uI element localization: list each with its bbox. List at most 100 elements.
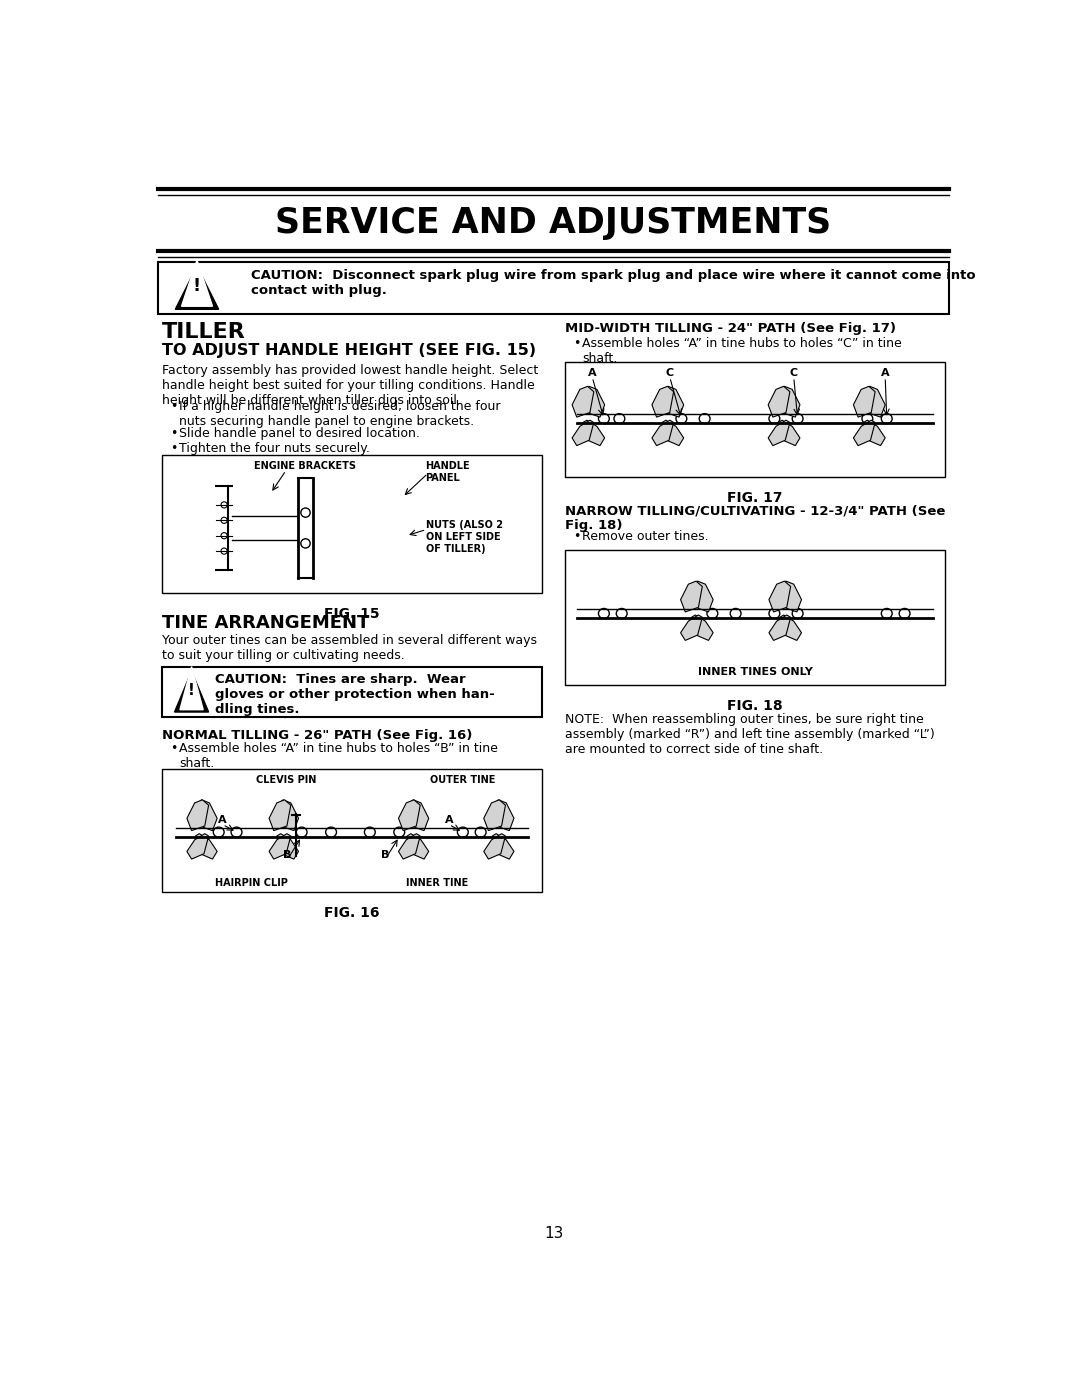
- Text: INNER TINE: INNER TINE: [406, 879, 469, 888]
- Ellipse shape: [793, 609, 804, 619]
- Circle shape: [221, 548, 227, 555]
- Polygon shape: [269, 800, 291, 831]
- Polygon shape: [780, 615, 801, 640]
- Circle shape: [221, 502, 227, 509]
- Polygon shape: [180, 666, 203, 710]
- Polygon shape: [492, 834, 514, 859]
- Ellipse shape: [296, 827, 307, 837]
- Polygon shape: [407, 834, 429, 859]
- Text: A: A: [445, 816, 454, 826]
- Ellipse shape: [707, 609, 718, 619]
- Text: Assemble holes “A” in tine hubs to holes “B” in tine
shaft.: Assemble holes “A” in tine hubs to holes…: [179, 742, 498, 770]
- Bar: [162, 455, 542, 594]
- Text: FIG. 16: FIG. 16: [324, 907, 380, 921]
- Text: A: A: [588, 367, 596, 377]
- Polygon shape: [662, 420, 684, 446]
- Text: HANDLE
PANEL: HANDLE PANEL: [426, 461, 470, 482]
- Circle shape: [301, 539, 310, 548]
- Ellipse shape: [793, 414, 804, 423]
- Text: •: •: [572, 337, 580, 351]
- Polygon shape: [779, 387, 800, 418]
- Ellipse shape: [213, 827, 225, 837]
- Ellipse shape: [699, 414, 710, 423]
- Circle shape: [221, 532, 227, 539]
- Polygon shape: [779, 420, 800, 446]
- Text: CAUTION:  Tines are sharp.  Wear
gloves or other protection when han-
dling tine: CAUTION: Tines are sharp. Wear gloves or…: [215, 673, 495, 715]
- Text: !: !: [188, 683, 195, 697]
- Polygon shape: [175, 671, 208, 712]
- Text: NORMAL TILLING - 26" PATH (See Fig. 16): NORMAL TILLING - 26" PATH (See Fig. 16): [162, 729, 473, 742]
- Polygon shape: [691, 615, 713, 640]
- Text: ENGINE BRACKETS: ENGINE BRACKETS: [255, 461, 356, 471]
- Polygon shape: [691, 581, 713, 612]
- Text: INNER TINES ONLY: INNER TINES ONLY: [698, 668, 812, 678]
- Polygon shape: [572, 387, 594, 418]
- Polygon shape: [187, 834, 208, 859]
- Text: OUTER TINE: OUTER TINE: [430, 775, 495, 785]
- Text: NUTS (ALSO 2
ON LEFT SIDE
OF TILLER): NUTS (ALSO 2 ON LEFT SIDE OF TILLER): [426, 520, 502, 553]
- Text: A: A: [881, 367, 890, 377]
- Circle shape: [301, 509, 310, 517]
- Polygon shape: [399, 800, 420, 831]
- Text: !: !: [193, 277, 201, 295]
- Text: C: C: [665, 367, 674, 377]
- Text: FIG. 18: FIG. 18: [727, 698, 783, 712]
- Polygon shape: [187, 800, 208, 831]
- Bar: [159, 261, 948, 314]
- Polygon shape: [780, 581, 801, 612]
- Polygon shape: [175, 267, 218, 309]
- Text: TO ADJUST HANDLE HEIGHT (SEE FIG. 15): TO ADJUST HANDLE HEIGHT (SEE FIG. 15): [162, 344, 537, 358]
- Text: NOTE:  When reassembling outer tines, be sure right tine
assembly (marked “R”) a: NOTE: When reassembling outer tines, be …: [565, 712, 935, 756]
- Polygon shape: [769, 615, 791, 640]
- Polygon shape: [583, 420, 605, 446]
- Text: Your outer tines can be assembled in several different ways
to suit your tilling: Your outer tines can be assembled in sev…: [162, 634, 537, 662]
- Polygon shape: [181, 260, 213, 306]
- Ellipse shape: [364, 827, 375, 837]
- Polygon shape: [680, 581, 702, 612]
- Text: SERVICE AND ADJUSTMENTS: SERVICE AND ADJUSTMENTS: [275, 207, 832, 240]
- Polygon shape: [768, 387, 789, 418]
- Polygon shape: [853, 420, 875, 446]
- Text: A: A: [218, 816, 227, 826]
- Ellipse shape: [676, 414, 687, 423]
- Text: Remove outer tines.: Remove outer tines.: [582, 531, 708, 543]
- Text: FIG. 15: FIG. 15: [324, 608, 380, 622]
- Ellipse shape: [326, 827, 337, 837]
- Polygon shape: [652, 420, 674, 446]
- Text: •: •: [572, 531, 580, 543]
- Polygon shape: [680, 615, 702, 640]
- Polygon shape: [484, 800, 505, 831]
- Ellipse shape: [769, 414, 780, 423]
- Polygon shape: [853, 387, 875, 418]
- Text: CAUTION:  Disconnect spark plug wire from spark plug and place wire where it can: CAUTION: Disconnect spark plug wire from…: [252, 270, 976, 298]
- Polygon shape: [407, 800, 429, 831]
- Text: Assemble holes “A” in tine hubs to holes “C” in tine
shaft.: Assemble holes “A” in tine hubs to holes…: [582, 337, 902, 365]
- Ellipse shape: [769, 609, 780, 619]
- Text: NARROW TILLING/CULTIVATING - 12-3/4" PATH (See
Fig. 18): NARROW TILLING/CULTIVATING - 12-3/4" PAT…: [565, 504, 945, 532]
- Polygon shape: [652, 387, 674, 418]
- Ellipse shape: [613, 414, 625, 423]
- Ellipse shape: [862, 414, 873, 423]
- Text: TINE ARRANGEMENT: TINE ARRANGEMENT: [162, 615, 369, 633]
- Polygon shape: [769, 581, 791, 612]
- Text: CLEVIS PIN: CLEVIS PIN: [256, 775, 316, 785]
- Text: B: B: [283, 849, 292, 861]
- Text: If a higher handle height is desired, loosen the four
nuts securing handle panel: If a higher handle height is desired, lo…: [179, 400, 501, 427]
- Ellipse shape: [900, 609, 910, 619]
- Text: •: •: [170, 441, 177, 455]
- Bar: [565, 550, 945, 685]
- Ellipse shape: [881, 609, 892, 619]
- Text: •: •: [170, 400, 177, 414]
- Text: TILLER: TILLER: [162, 321, 246, 342]
- Text: B: B: [381, 849, 390, 861]
- Bar: [162, 666, 542, 717]
- Bar: [565, 362, 945, 478]
- Text: Tighten the four nuts securely.: Tighten the four nuts securely.: [179, 441, 370, 455]
- Polygon shape: [572, 420, 594, 446]
- Ellipse shape: [458, 827, 469, 837]
- Polygon shape: [276, 800, 298, 831]
- Ellipse shape: [881, 414, 892, 423]
- Polygon shape: [195, 800, 217, 831]
- Text: Slide handle panel to desired location.: Slide handle panel to desired location.: [179, 427, 420, 440]
- Ellipse shape: [598, 414, 609, 423]
